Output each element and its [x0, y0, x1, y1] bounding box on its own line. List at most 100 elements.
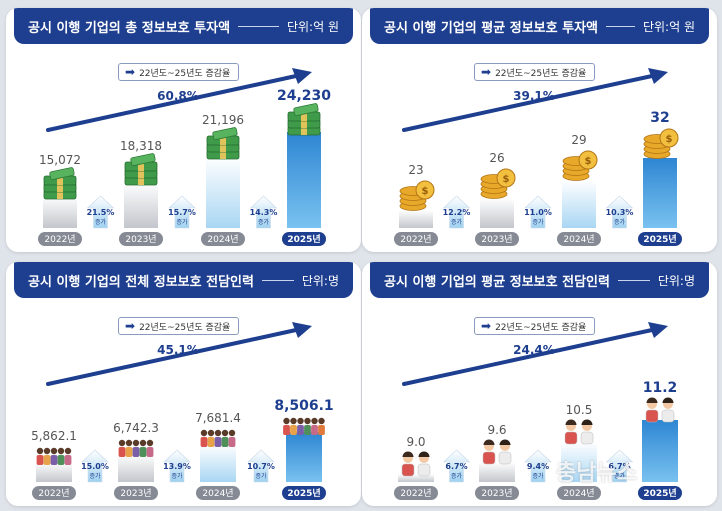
trend-arrow: [46, 68, 312, 132]
arrow-right-icon: ➡: [481, 65, 492, 79]
person-body: [564, 431, 578, 445]
coin-face: [496, 168, 516, 188]
people-pair-icon: [482, 439, 512, 465]
value-label: 9.0: [406, 435, 425, 449]
growth-arrow: [442, 449, 471, 483]
person-head: [57, 447, 65, 455]
person-body: [57, 455, 65, 465]
category-label: 2024년: [563, 488, 594, 499]
person-head: [221, 429, 229, 437]
money-bill: [293, 103, 319, 117]
trend-arrow: [402, 68, 668, 132]
category-label: 2023년: [481, 234, 512, 245]
person-body: [318, 425, 325, 435]
growth-label: 증가: [176, 218, 188, 226]
panel-average-investment: 공시 이행 기업의 평균 정보보호 투자액 단위:억 원 ➡ 22년도~25년도…: [362, 8, 717, 252]
category-pill: [475, 232, 519, 246]
legend-box: ➡ 22년도~25년도 증감율: [118, 63, 240, 81]
legend-box: ➡ 22년도~25년도 증감율: [474, 317, 596, 335]
panel-total-investment: 공시 이행 기업의 총 정보보호 투자액 단위:억 원 ➡ 22년도~25년도 …: [6, 8, 361, 252]
growth-pct: 15.0%: [81, 462, 109, 471]
growth-arrow: [524, 449, 552, 483]
person-body: [64, 455, 72, 465]
up-arrow-shape: [442, 449, 471, 483]
legend-box: ➡ 22년도~25년도 증감율: [118, 317, 240, 335]
chart-title: 공시 이행 기업의 평균 정보보호 투자액: [384, 20, 598, 36]
category-pill: [196, 486, 240, 500]
panel-header: 공시 이행 기업의 전체 정보보호 전담인력 단위:명: [14, 262, 353, 298]
people-pair-icon: [645, 397, 675, 423]
up-arrow-shape: [249, 195, 278, 229]
category-pill: [282, 232, 326, 246]
bar: [43, 196, 77, 228]
category-label: 2024년: [207, 234, 238, 245]
coin-stack-icon: $: [399, 180, 435, 211]
up-arrow-shape: [168, 195, 196, 229]
person-head: [43, 447, 51, 455]
person-body: [125, 447, 133, 457]
person-head: [146, 439, 154, 447]
growth-label: 증가: [95, 218, 107, 226]
bar: [561, 442, 597, 482]
growth-pct: 15.7%: [168, 208, 196, 217]
up-arrow-shape: [81, 449, 109, 483]
money-band: [57, 183, 63, 192]
coin-symbol: $: [422, 186, 429, 197]
category-label: 2022년: [400, 234, 431, 245]
people-group-icon: [283, 417, 325, 435]
person-body: [498, 451, 512, 465]
category-pill: [119, 232, 163, 246]
category-pill: [557, 486, 601, 500]
money-band: [301, 126, 307, 135]
growth-label: 증가: [532, 472, 544, 480]
value-label: 32: [650, 110, 669, 126]
value-label: 10.5: [566, 403, 593, 417]
growth-pct: 6.7%: [608, 462, 630, 471]
category-pill: [282, 486, 326, 500]
growth-label: 증가: [614, 218, 626, 226]
trend-arrow: [46, 322, 312, 386]
money-band: [220, 143, 226, 152]
money-band: [220, 150, 226, 159]
header-divider: [617, 279, 650, 281]
category-label: 2025년: [287, 487, 320, 499]
people-group-icon: [118, 439, 154, 457]
category-label: 2023년: [481, 488, 512, 499]
coin-stack-icon: $: [562, 150, 598, 181]
unit-label: 단위:억 원: [642, 19, 695, 34]
money-band: [301, 112, 307, 121]
category-label: 2024년: [563, 234, 594, 245]
growth-pct: 6.7%: [445, 462, 467, 471]
value-label: 5,862.1: [31, 429, 77, 443]
person-hair: [483, 439, 495, 445]
person-hair: [662, 397, 674, 403]
growth-pct: 13.9%: [163, 462, 191, 471]
person-head: [207, 429, 215, 437]
bar: [287, 132, 321, 228]
person-head: [304, 417, 311, 425]
trend-arrow-line: [46, 328, 298, 386]
trend-arrow-line: [402, 74, 654, 132]
person-hair: [581, 419, 593, 425]
category-pill: [114, 486, 158, 500]
value-label: 29: [571, 133, 586, 147]
legend-label: 22년도~25년도 증감율: [139, 68, 231, 79]
category-label: 2023년: [125, 234, 156, 245]
person-body: [200, 437, 208, 447]
person-head: [139, 439, 147, 447]
money-stack-icon: [206, 127, 240, 160]
coin-face: [659, 128, 679, 148]
person-head: [36, 447, 44, 455]
money-band: [138, 169, 144, 178]
chart-title: 공시 이행 기업의 전체 정보보호 전담인력: [28, 274, 254, 290]
person-body: [50, 455, 58, 465]
bar-chart-plot: 24.4% 9.0 2022년 9.6 2023년 10.5 2024년 11.2 2025년 6…: [394, 322, 682, 500]
bar: [642, 420, 678, 482]
coin-stack-icon: $: [643, 128, 679, 159]
category-label: 2025년: [643, 487, 676, 499]
coin-stack-icon: $: [480, 168, 516, 199]
category-label: 2022년: [38, 488, 69, 499]
coin-face: [578, 150, 598, 170]
money-band: [138, 162, 144, 171]
person-head: [118, 439, 126, 447]
